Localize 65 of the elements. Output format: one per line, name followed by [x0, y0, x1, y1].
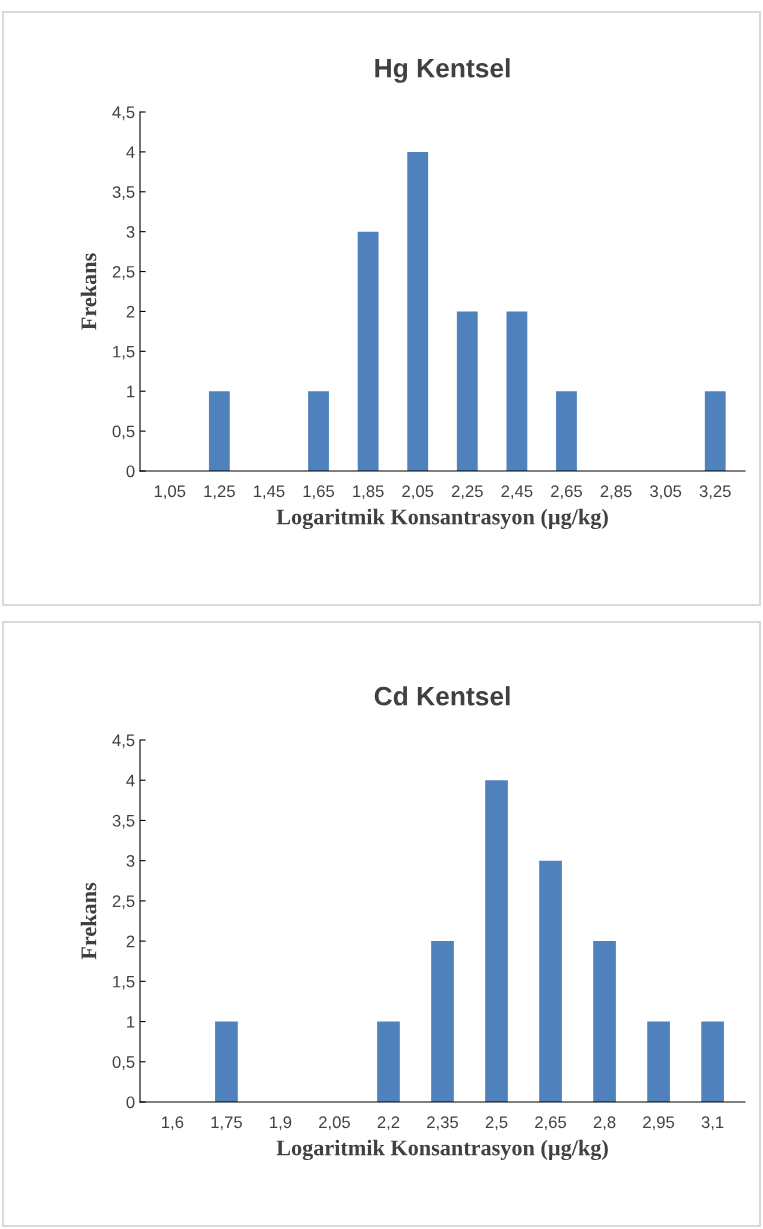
x-axis-title: Logaritmik Konsantrasyon (µg/kg)	[276, 1139, 608, 1161]
x-tick-label: 2,2	[377, 1116, 400, 1131]
x-tick-label: 1,65	[303, 485, 335, 500]
x-tick-label: 2,05	[402, 485, 434, 500]
y-axis-title: Frekans	[80, 882, 97, 960]
x-tick-label: 3,05	[650, 485, 682, 500]
y-tick-label: 1	[127, 1016, 135, 1028]
bar	[431, 941, 454, 1102]
y-tick-label: 0,5	[112, 425, 135, 440]
y-tick-label: 2	[126, 305, 135, 318]
x-tick-label: 2,85	[600, 485, 632, 500]
y-tick-label: 2,5	[112, 265, 135, 280]
y-tick-label: 0,5	[112, 1056, 135, 1070]
bar	[539, 860, 562, 1102]
bar	[377, 1021, 400, 1102]
y-tick-label: 0	[126, 1096, 135, 1109]
x-tick-label: 2,35	[427, 1116, 459, 1131]
y-tick-label: 4	[126, 774, 135, 787]
x-tick-label: 3,1	[701, 1116, 724, 1131]
y-tick-label: 2,5	[112, 895, 135, 910]
bar	[407, 151, 429, 471]
bar	[485, 780, 508, 1102]
y-axis-title: Frekans	[80, 253, 97, 330]
y-tick-label: 0	[126, 465, 135, 478]
x-tick-label: 2,65	[551, 485, 582, 500]
bar	[456, 311, 478, 471]
x-tick-label: 2,65	[535, 1116, 567, 1131]
x-tick-label: 2,45	[501, 485, 533, 500]
y-tick-label: 1,5	[113, 975, 135, 990]
x-tick-label: 1,45	[253, 485, 285, 500]
y-tick-label: 3,5	[112, 186, 135, 200]
chart-title: Hg Kentsel	[375, 58, 510, 83]
x-axis-title: Logaritmik Konsantrasyon (µg/kg)	[276, 508, 608, 530]
x-tick-label: 3,25	[699, 485, 731, 500]
bar	[704, 391, 726, 471]
y-tick-label: 3	[126, 855, 135, 867]
bar	[556, 391, 577, 471]
x-tick-label: 1,25	[204, 485, 235, 500]
x-tick-label: 1,75	[211, 1116, 242, 1131]
bar	[506, 311, 528, 471]
chart-title: Cd Kentsel	[374, 686, 510, 706]
y-tick-label: 2	[126, 935, 135, 948]
x-tick-label: 2,95	[643, 1116, 675, 1131]
y-tick-label: 4,5	[112, 106, 135, 121]
x-tick-label: 2,05	[319, 1116, 350, 1131]
y-tick-label: 3,5	[112, 814, 135, 829]
x-tick-label: 1,05	[154, 485, 186, 500]
bar	[308, 391, 329, 471]
x-tick-label: 1,9	[270, 1116, 292, 1131]
x-tick-label: 2,5	[485, 1116, 508, 1131]
x-tick-label: 2,8	[593, 1116, 616, 1131]
bar	[647, 1021, 670, 1102]
bar	[593, 941, 616, 1102]
y-tick-label: 4	[126, 146, 135, 158]
bar	[357, 231, 379, 471]
y-tick-label: 4,5	[112, 734, 135, 749]
x-tick-label: 2,25	[451, 485, 483, 500]
x-tick-label: 1,6	[162, 1116, 184, 1131]
x-tick-label: 1,85	[353, 485, 384, 500]
bar	[701, 1021, 724, 1102]
bar	[208, 391, 230, 471]
bar	[215, 1021, 238, 1102]
y-tick-label: 3	[126, 226, 135, 238]
y-tick-label: 1,5	[113, 345, 135, 360]
y-tick-label: 1	[127, 385, 135, 398]
